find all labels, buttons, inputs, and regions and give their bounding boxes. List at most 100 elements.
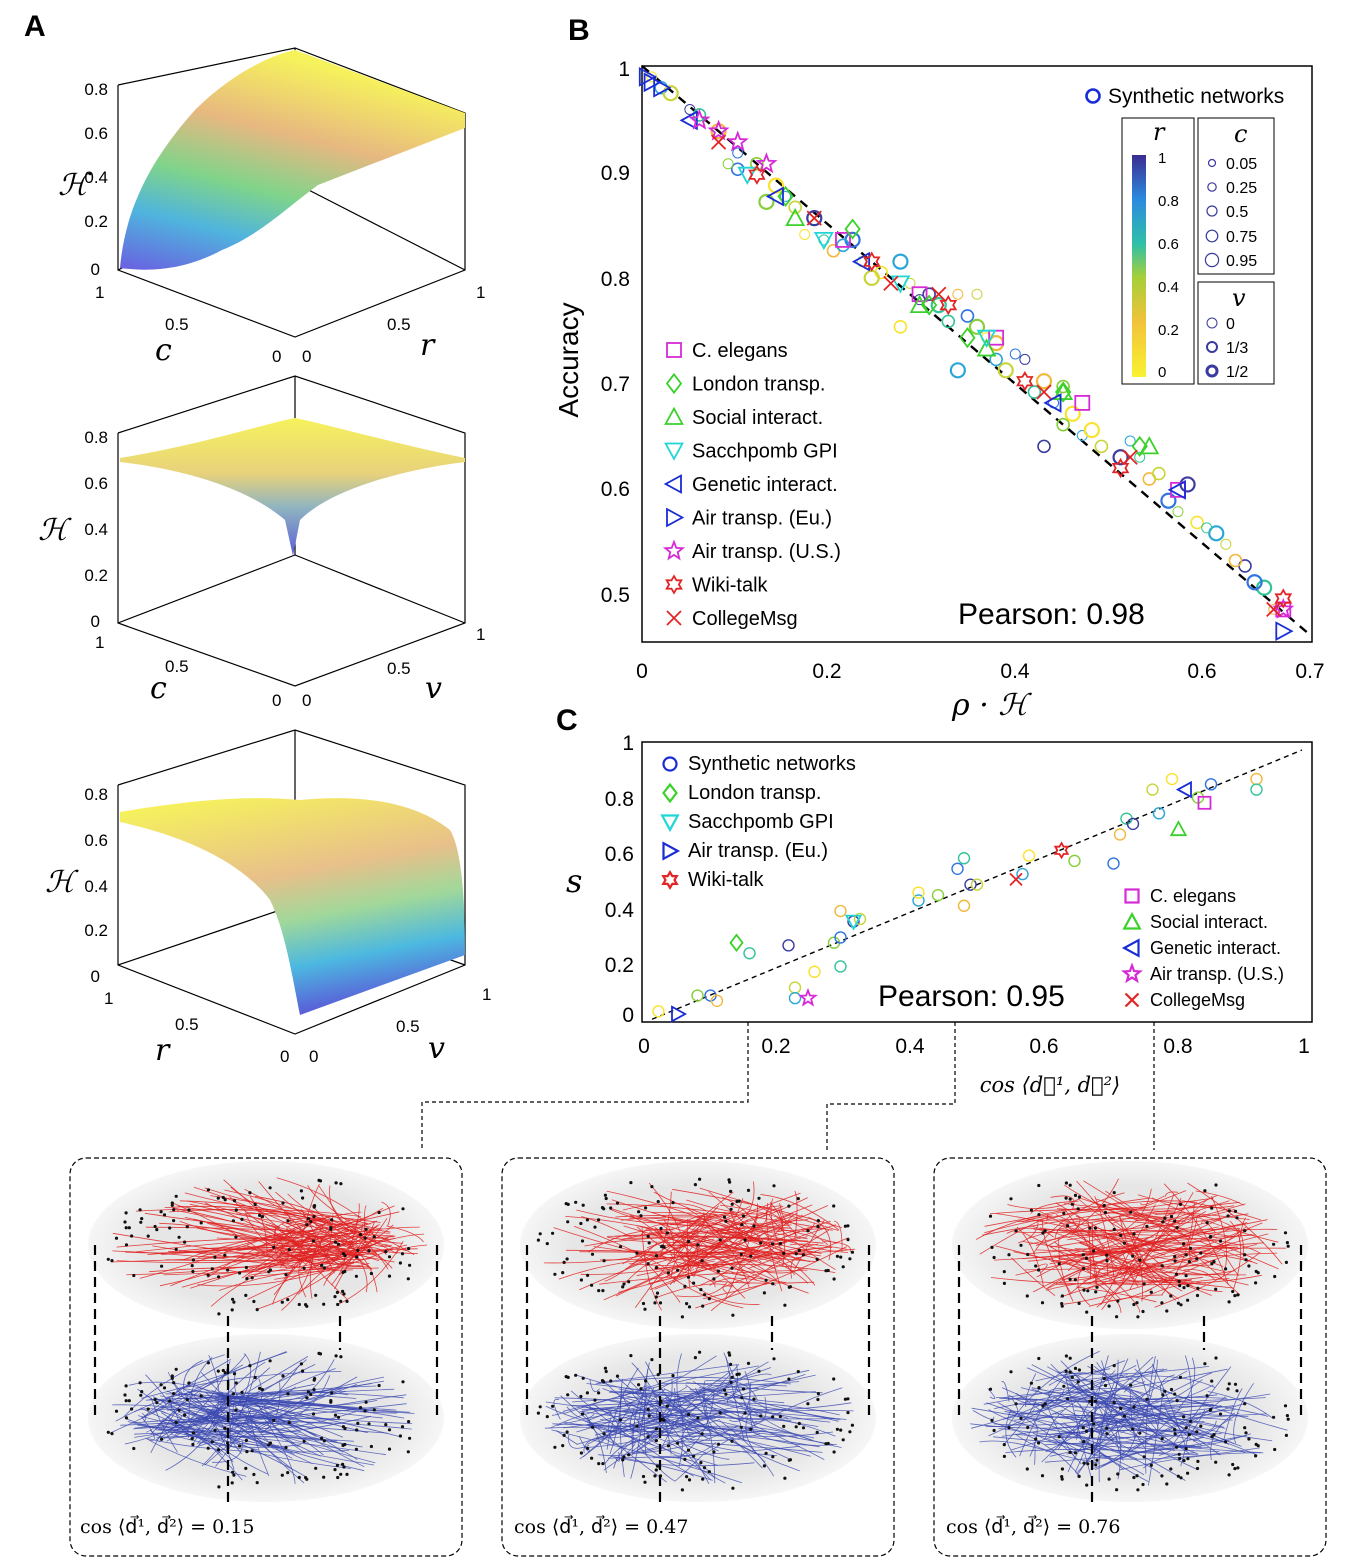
- synthetic-point: [1146, 783, 1159, 796]
- data-point: [909, 294, 930, 313]
- synthetic-point: [834, 931, 847, 944]
- synthetic-point: [1179, 476, 1196, 493]
- data-point: [1016, 371, 1034, 392]
- synthetic-point: [970, 878, 984, 891]
- z-tick: 0.4: [84, 877, 108, 896]
- legend-label: Social interact.: [1150, 912, 1268, 932]
- legend-label: CollegeMsg: [1150, 990, 1245, 1010]
- x-tick: 0: [638, 1035, 650, 1058]
- data-point: [862, 251, 881, 272]
- legend-label: Air transp. (U.S.): [692, 541, 841, 563]
- synthetic-point: [892, 253, 909, 270]
- panel-label-b: B: [568, 14, 590, 47]
- legend-label: C. elegans: [692, 340, 788, 362]
- layer-nodes: [106, 1178, 412, 1489]
- synthetic-point: [1113, 828, 1127, 841]
- data-point: [1167, 479, 1186, 500]
- z-axis-label: ℋ: [45, 865, 79, 900]
- legend-marker: [665, 372, 683, 395]
- data-point: [813, 231, 834, 251]
- synthetic-point: [1250, 772, 1263, 786]
- network-box: [933, 1157, 1327, 1557]
- data-point: [844, 914, 863, 931]
- synthetic-point: [743, 947, 756, 960]
- data-point: [755, 152, 778, 174]
- x-tick: 0.2: [761, 1035, 790, 1058]
- synthetic-point: [1134, 451, 1146, 463]
- colorbar-label: r: [1153, 118, 1166, 146]
- x-tick: 0: [280, 1047, 289, 1066]
- legend-label: Air transp. (U.S.): [1150, 964, 1284, 984]
- synthetic-point: [732, 147, 744, 159]
- z-tick: 0.6: [84, 124, 108, 143]
- data-point: [1043, 392, 1062, 413]
- network-caption-2: cos ⟨d⃗¹, d⃗²⟩ = 0.47: [514, 1516, 689, 1538]
- z-tick: 0: [91, 260, 100, 279]
- c-legend-marker: [1207, 158, 1217, 168]
- y-tick: 0.8: [601, 268, 630, 291]
- y-tick: 1: [476, 625, 485, 644]
- synthetic-point: [1056, 417, 1070, 432]
- data-point: [643, 72, 662, 93]
- data-point: [883, 275, 899, 291]
- x-tick: 0.5: [175, 1015, 199, 1034]
- legend-label: Air transp. (Eu.): [688, 840, 828, 862]
- y-axis-label: Accuracy: [553, 302, 584, 417]
- c-legend-value: 0.75: [1226, 229, 1257, 246]
- legend-marker: [662, 756, 678, 772]
- x-tick: 1: [95, 633, 104, 652]
- z-tick: 0.4: [84, 168, 108, 187]
- legend-label: Air transp. (Eu.): [692, 508, 832, 530]
- data-point: [679, 110, 698, 131]
- synthetic-point: [960, 309, 975, 323]
- synthetic-point: [806, 210, 823, 227]
- synthetic-point: [1019, 353, 1031, 365]
- data-point: [806, 210, 822, 226]
- z-tick: 0.8: [84, 428, 108, 447]
- y-tick: 0: [309, 1047, 318, 1066]
- colorbar-tick: 0: [1158, 364, 1166, 381]
- data-point: [726, 130, 749, 152]
- y-tick: 0.4: [605, 899, 635, 922]
- x-axis-label: ρ · ℋ: [951, 688, 1032, 723]
- synthetic-point: [788, 200, 802, 215]
- legend-marker: [1122, 911, 1142, 930]
- x-tick: 0.2: [812, 660, 841, 683]
- synthetic-point: [1208, 525, 1225, 542]
- data-point: [976, 338, 997, 357]
- colorbar: [1132, 155, 1146, 377]
- synthetic-point: [922, 287, 936, 302]
- layer-nodes: [536, 1177, 855, 1492]
- synthetic-point: [1083, 421, 1100, 439]
- legend-label: C. elegans: [1150, 886, 1236, 906]
- y-tick: 1: [622, 732, 634, 755]
- scatter-plot-b: 0 0.2 0.4 0.6 0.7 1 0.9 0.8 0.7 0.6 0.5 …: [553, 58, 1325, 723]
- x-tick: 0: [272, 347, 281, 366]
- synthetic-point: [964, 878, 977, 891]
- data-point: [748, 164, 766, 185]
- synthetic-point: [1152, 466, 1166, 481]
- data-point: [1055, 381, 1072, 403]
- legend-marker: [662, 782, 678, 804]
- legend-marker-synthetic: [1085, 88, 1101, 104]
- z-tick: 0.6: [84, 474, 108, 493]
- synthetic-point: [914, 294, 926, 306]
- network-box: [69, 1157, 463, 1557]
- y-tick: 0.6: [605, 843, 634, 866]
- legend-marker: [665, 574, 683, 595]
- c-legend-box: [1197, 117, 1275, 275]
- synthetic-point: [1094, 439, 1109, 454]
- synthetic-point: [1204, 778, 1218, 791]
- x-tick: 0: [272, 691, 281, 710]
- x-tick: 0: [636, 660, 648, 683]
- data-point: [638, 66, 658, 87]
- network-caption-3: cos ⟨d⃗¹, d⃗²⟩ = 0.76: [946, 1516, 1121, 1538]
- z-axis-label: ℋ: [58, 168, 92, 203]
- surface-a2: [120, 418, 465, 556]
- colorbar-tick: 0.4: [1158, 279, 1179, 296]
- legend-label: London transp.: [688, 782, 821, 804]
- legend-marker: [1124, 992, 1140, 1008]
- y-axis-label: s: [566, 862, 582, 900]
- synthetic-point: [863, 269, 880, 287]
- synthetic-point: [957, 899, 971, 912]
